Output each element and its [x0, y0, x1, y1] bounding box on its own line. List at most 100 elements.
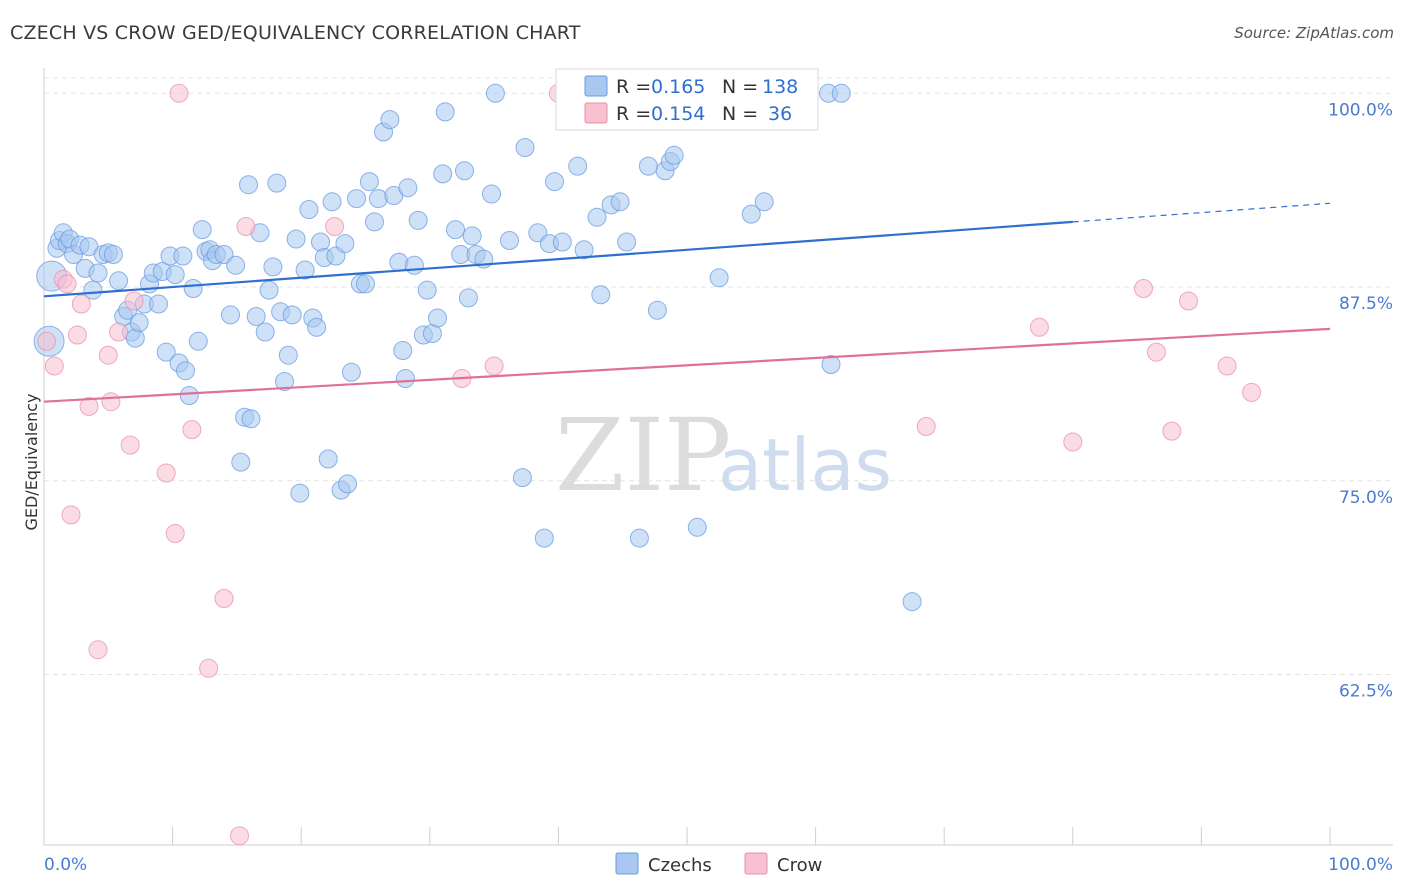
- point-crow: [61, 505, 81, 525]
- point-czechs: [278, 345, 298, 365]
- point-czechs: [398, 178, 418, 198]
- point-czechs: [347, 189, 366, 209]
- point-crow: [325, 217, 345, 236]
- point-czechs: [356, 274, 375, 294]
- point-czechs: [446, 220, 465, 240]
- legend-n-value-czechs: 138: [762, 76, 798, 98]
- point-czechs: [395, 369, 415, 388]
- point-czechs: [428, 308, 447, 328]
- legend-r-label-czechs: R =: [616, 76, 651, 98]
- point-crow: [67, 325, 87, 345]
- point-czechs: [831, 83, 851, 103]
- chart-title: CZECH VS CROW GED/EQUIVALENCY CORRELATIO…: [10, 22, 581, 44]
- point-crow: [98, 345, 118, 365]
- point-czechs: [545, 172, 564, 192]
- point-czechs: [664, 145, 684, 165]
- point-crow: [1134, 279, 1153, 298]
- point-crow: [120, 435, 140, 455]
- bottom-legend-swatch-czechs: [615, 852, 639, 875]
- trend-line-crow: [43, 327, 1331, 403]
- trend-line-extension-czechs: [1072, 202, 1331, 223]
- point-czechs: [263, 257, 283, 277]
- point-crow: [169, 83, 189, 103]
- point-czechs: [500, 231, 519, 250]
- legend-swatch-czechs: [584, 75, 608, 97]
- point-czechs: [282, 305, 302, 325]
- point-crow: [1179, 291, 1198, 311]
- x-tick-label-max: 100.0%: [1328, 855, 1393, 875]
- bottom-legend-label-czechs: Czechs: [648, 855, 712, 876]
- point-czechs: [275, 372, 294, 391]
- point-czechs: [515, 138, 535, 157]
- x-tick-label-min: 0.0%: [44, 855, 87, 875]
- bottom-legend-swatch-crow: [744, 852, 768, 875]
- point-czechs: [455, 161, 474, 181]
- point-crow: [109, 322, 129, 342]
- point-czechs: [568, 156, 588, 176]
- point-czechs: [109, 271, 129, 291]
- point-czechs: [393, 341, 413, 360]
- point-crow: [79, 396, 99, 416]
- watermark-zip: ZIP: [555, 397, 731, 514]
- point-czechs: [183, 279, 203, 298]
- point-czechs: [433, 164, 453, 184]
- point-crow: [1242, 382, 1262, 402]
- point-crow: [1217, 356, 1237, 376]
- point-czechs: [179, 386, 199, 405]
- point-czechs: [482, 184, 501, 204]
- y-tick-label: 100.0%: [1328, 100, 1393, 120]
- point-crow: [1162, 421, 1182, 441]
- point-czechs: [647, 300, 667, 320]
- point-czechs: [638, 156, 658, 176]
- point-crow: [230, 826, 249, 846]
- point-crow: [101, 392, 121, 412]
- point-czechs: [512, 468, 532, 488]
- point-crow: [124, 291, 144, 311]
- point-czechs: [335, 234, 355, 254]
- point-czechs: [165, 265, 185, 285]
- axes: 100.0% 87.5% 75.0% 62.5% 0.0% 100.0%: [43, 68, 1393, 875]
- point-czechs: [574, 240, 594, 260]
- point-czechs: [610, 192, 630, 212]
- point-czechs: [587, 207, 607, 227]
- point-czechs: [902, 592, 922, 612]
- legend-r-label-crow: R =: [616, 103, 651, 125]
- point-crow: [236, 217, 256, 236]
- y-tick-label: 75.0%: [1339, 488, 1393, 508]
- legend-n-label-crow: N =: [722, 103, 758, 125]
- point-czechs: [368, 189, 388, 209]
- point-czechs: [125, 328, 145, 348]
- point-czechs: [341, 362, 361, 382]
- point-czechs: [246, 307, 266, 326]
- point-czechs: [617, 232, 637, 252]
- point-czechs: [365, 212, 384, 232]
- point-crow: [165, 524, 185, 543]
- gridlines: [44, 77, 1390, 675]
- point-czechs: [83, 280, 103, 300]
- point-czechs: [458, 288, 478, 308]
- point-czechs: [149, 294, 168, 314]
- trend-line-czechs: [43, 220, 1073, 298]
- point-crow: [1029, 317, 1049, 337]
- point-crow: [44, 356, 64, 376]
- y-tick-label: 62.5%: [1339, 682, 1393, 702]
- point-czechs: [591, 285, 611, 305]
- point-crow: [37, 331, 57, 351]
- point-czechs: [359, 172, 379, 192]
- point-czechs: [338, 474, 357, 494]
- point-czechs: [389, 252, 409, 272]
- point-czechs: [173, 246, 193, 266]
- point-czechs: [380, 110, 400, 130]
- point-czechs: [404, 255, 424, 275]
- point-czechs: [290, 483, 310, 503]
- point-czechs: [687, 517, 707, 537]
- y-tick-label: 87.5%: [1339, 294, 1393, 314]
- point-czechs: [821, 355, 841, 374]
- trend-lines: [43, 202, 1331, 403]
- point-czechs: [552, 232, 572, 252]
- point-czechs: [226, 255, 246, 275]
- point-czechs: [485, 83, 505, 103]
- legend-r-value-crow: 0.154: [651, 103, 705, 125]
- point-czechs: [462, 226, 482, 246]
